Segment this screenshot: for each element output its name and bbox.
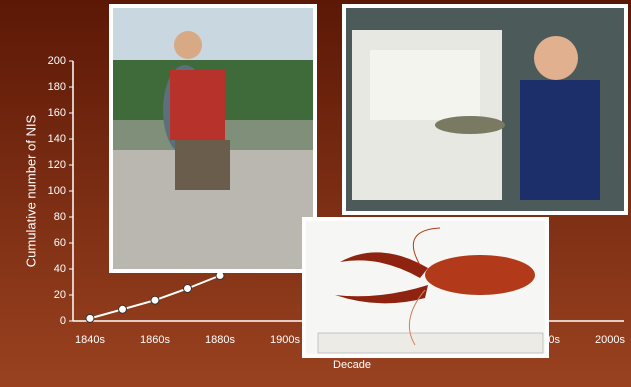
data-point <box>85 313 95 323</box>
x-tick-label: 1840s <box>75 334 105 346</box>
data-point <box>183 284 192 293</box>
y-tick-label: 0 <box>60 315 66 327</box>
x-axis-title: Decade <box>333 359 371 371</box>
x-tick-label: 1900s <box>270 334 300 346</box>
data-point <box>150 295 160 305</box>
data-point <box>118 304 127 314</box>
y-tick-label: 140 <box>48 133 66 145</box>
y-tick-label: 160 <box>48 107 66 119</box>
y-axis-title: Cumulative number of NIS <box>23 114 38 267</box>
y-tick-label: 120 <box>48 159 66 171</box>
x-tick-label: 2000s <box>595 334 625 346</box>
y-tick-label: 20 <box>54 289 66 301</box>
photo-fisherman <box>109 4 317 273</box>
y-tick-label: 40 <box>54 263 66 275</box>
photo-cooler <box>342 4 628 215</box>
y-tick-label: 60 <box>54 237 66 249</box>
x-tick-label: 1880s <box>205 334 235 346</box>
y-tick-label: 200 <box>48 55 66 67</box>
x-tick-label: 1860s <box>140 334 170 346</box>
y-tick-label: 180 <box>48 81 66 93</box>
y-tick-label: 100 <box>48 185 66 197</box>
photo-crayfish <box>302 217 549 358</box>
y-tick-label: 80 <box>54 211 66 223</box>
